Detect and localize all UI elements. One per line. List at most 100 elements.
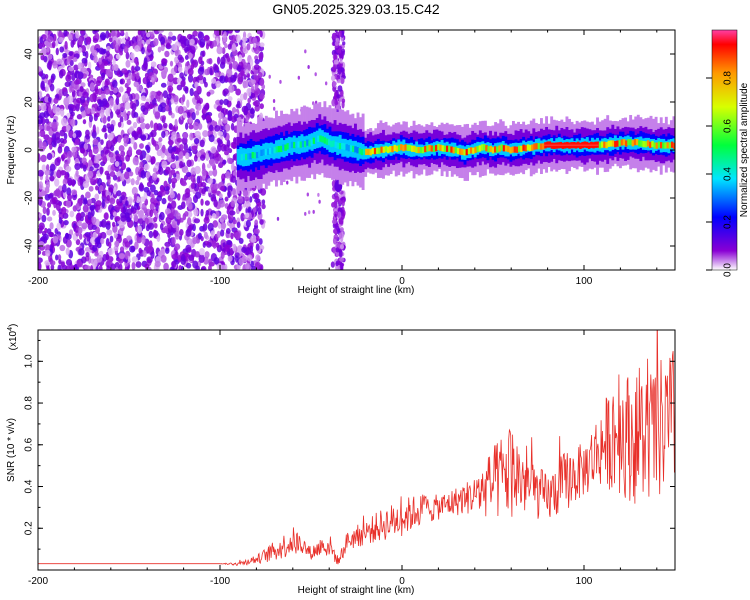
noise-speckle [117, 136, 122, 143]
noise-speckle [160, 36, 166, 45]
noise-speckle [228, 62, 233, 71]
noise-speckle [199, 139, 205, 148]
noise-speckle [38, 119, 43, 125]
noise-speckle [186, 99, 190, 108]
noise-speckle [139, 134, 147, 140]
noise-speckle [119, 102, 126, 112]
ridge-core [295, 141, 298, 148]
ridge-core [583, 141, 587, 148]
ridge-core [489, 145, 493, 153]
ridge-core [271, 147, 274, 154]
interference-speckle [333, 91, 338, 100]
snr-xlabel: Height of straight line (km) [298, 585, 415, 596]
noise-speckle [171, 162, 177, 169]
interference-speckle [338, 232, 343, 239]
noise-speckle [170, 99, 175, 105]
noise-speckle [89, 237, 97, 245]
ridge-core [441, 145, 445, 152]
noise-speckle [71, 73, 76, 81]
noise-speckle [57, 264, 62, 270]
noise-speckle [152, 167, 157, 173]
noise-speckle [153, 122, 159, 132]
noise-speckle [210, 230, 215, 239]
noise-speckle [89, 204, 96, 211]
noise-speckle [111, 79, 118, 88]
ridge-core [321, 136, 324, 143]
noise-speckle [179, 35, 186, 45]
noise-speckle [168, 170, 173, 179]
noise-speckle [250, 234, 257, 243]
ridge-core [338, 143, 342, 150]
noise-speckle [149, 209, 153, 218]
noise-speckle [52, 137, 57, 146]
noise-speckle [207, 222, 214, 232]
y-tick-label: 0.2 [24, 521, 35, 535]
ridge-core [520, 145, 523, 153]
noise-speckle [205, 43, 210, 50]
noise-speckle [207, 187, 212, 194]
noise-speckle [50, 75, 55, 84]
noise-speckle [51, 121, 58, 129]
ridge-core [459, 148, 462, 155]
noise-speckle [197, 156, 201, 162]
noise-speckle [243, 108, 248, 116]
noise-speckle [145, 144, 150, 151]
noise-speckle [148, 230, 154, 239]
noise-speckle [236, 34, 241, 43]
interference-speckle [335, 262, 339, 267]
noise-speckle [47, 137, 52, 145]
ridge-core [303, 141, 307, 148]
noise-speckle [139, 154, 144, 161]
ridge-core [253, 152, 257, 159]
noise-speckle [96, 126, 100, 135]
noise-speckle [61, 184, 67, 193]
y-tick-label: 0.4 [24, 479, 35, 493]
noise-speckle [110, 30, 116, 37]
ridge-core [371, 147, 375, 155]
ridge-core [255, 151, 259, 159]
noise-speckle [82, 204, 89, 213]
noise-speckle [197, 232, 203, 240]
noise-speckle [220, 251, 225, 259]
noise-speckle [59, 129, 66, 137]
noise-speckle [227, 190, 231, 199]
noise-speckle [91, 216, 97, 224]
noise-speckle [40, 80, 45, 89]
noise-speckle [197, 74, 204, 81]
ridge-core [598, 142, 602, 149]
noise-speckle [63, 132, 68, 140]
noise-speckle [200, 266, 206, 270]
ridge-core [410, 145, 414, 152]
noise-speckle [133, 214, 139, 222]
noise-speckle [192, 121, 200, 131]
noise-speckle [176, 193, 181, 201]
noise-speckle [224, 150, 229, 156]
x-tick-label: -100 [210, 276, 230, 287]
noise-speckle [42, 206, 47, 215]
interference-speckle [330, 261, 335, 268]
noise-speckle [47, 202, 52, 208]
interference-speckle [341, 98, 346, 104]
ridge-core [384, 145, 388, 153]
noise-speckle [102, 115, 107, 124]
ridge-core [404, 144, 407, 151]
ridge-core [389, 145, 392, 153]
noise-speckle [152, 97, 157, 106]
noise-speckle [63, 219, 69, 226]
ridge-core [297, 141, 300, 148]
ridge-core [601, 141, 604, 148]
noise-speckle [167, 73, 174, 83]
noise-speckle [63, 30, 68, 37]
noise-speckle [175, 155, 179, 161]
ridge-core [417, 146, 421, 154]
noise-speckle [64, 81, 71, 88]
noise-speckle [199, 38, 206, 48]
noise-speckle [126, 235, 132, 241]
noise-speckle [95, 185, 99, 191]
noise-speckle [162, 122, 168, 129]
ridge-core [373, 148, 377, 155]
noise-speckle [81, 44, 87, 54]
noise-speckle [125, 154, 131, 162]
noise-speckle [253, 45, 261, 55]
interference-speckle [342, 41, 346, 46]
